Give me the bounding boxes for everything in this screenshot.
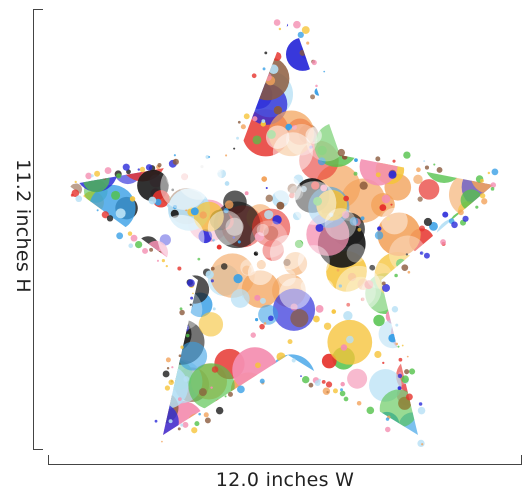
paint-splatter-star-artwork [68,15,499,448]
height-dimension-bracket [33,9,43,450]
height-dimension-label: 11.2 inches H [12,159,34,293]
splatter-overflow [70,19,499,448]
width-dimension-label: 12.0 inches W [215,469,355,491]
width-dimension-bracket [48,455,522,465]
star-icon [68,15,493,435]
